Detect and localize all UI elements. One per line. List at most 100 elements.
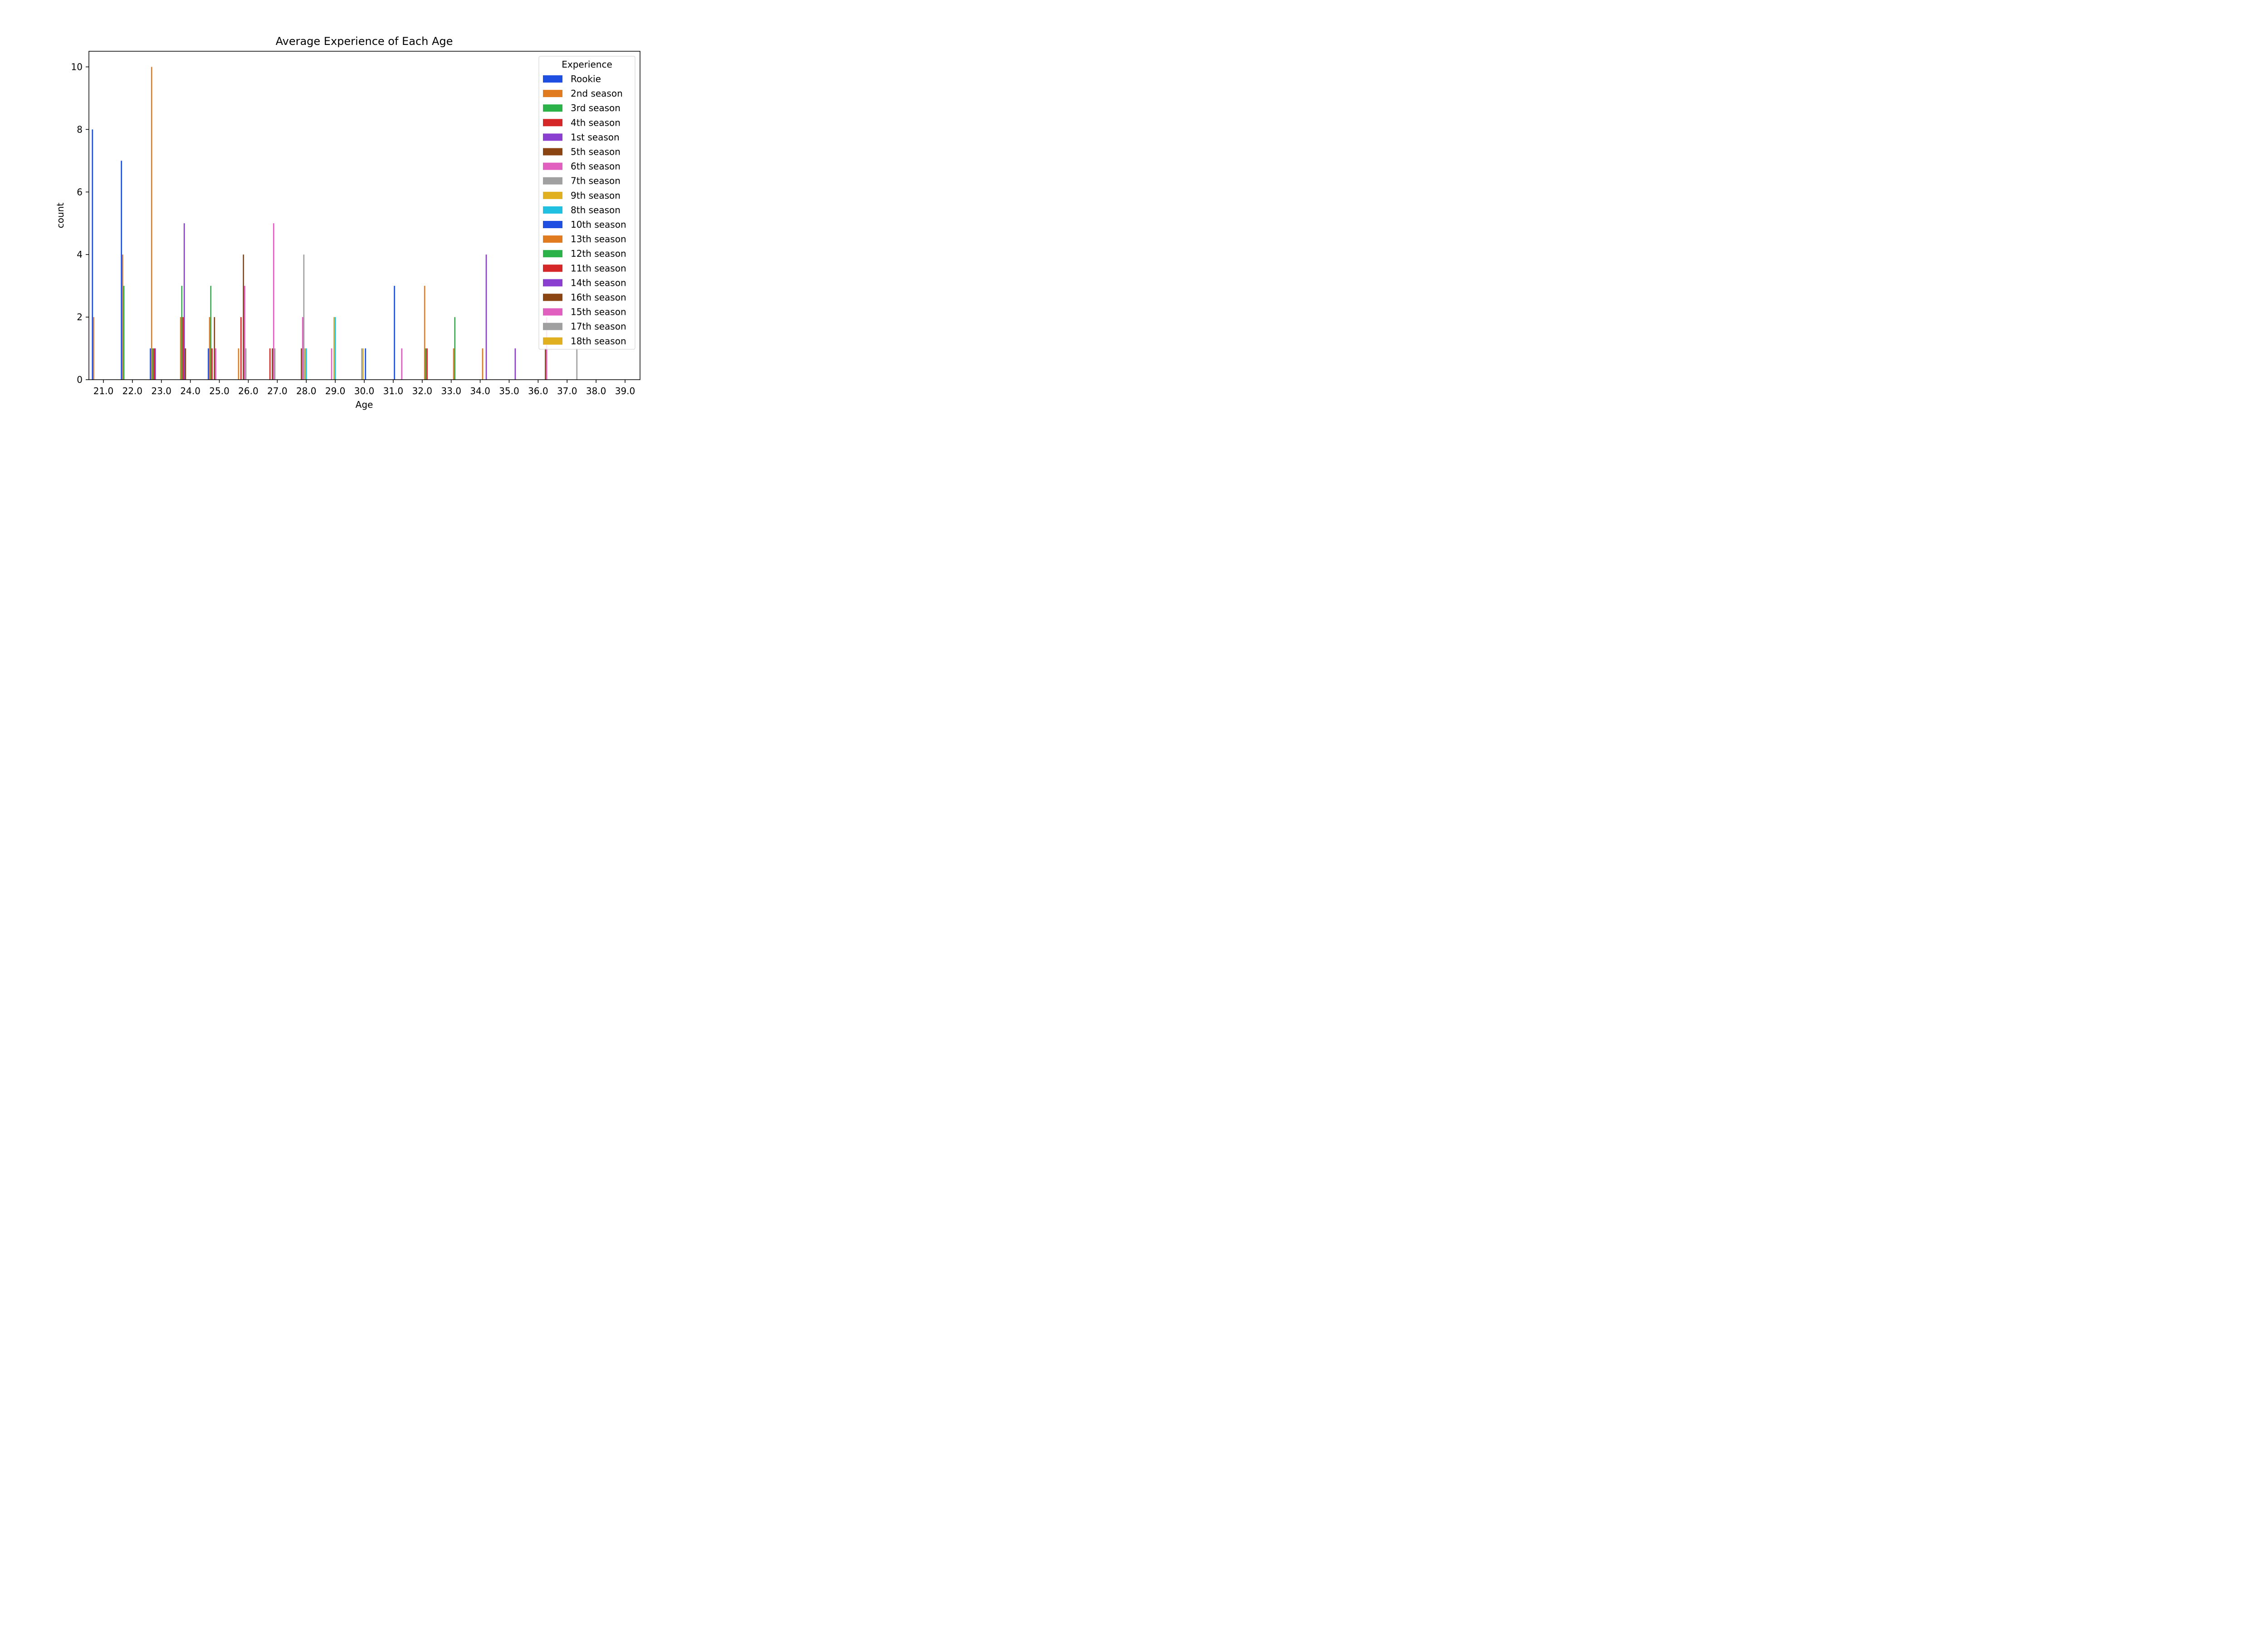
- bar: [245, 348, 247, 380]
- x-axis-label: Age: [356, 399, 373, 410]
- x-tick-label: 31.0: [383, 386, 404, 396]
- x-tick-label: 23.0: [152, 386, 172, 396]
- bar: [211, 348, 213, 380]
- legend-label: 14th season: [571, 277, 626, 288]
- y-axis-label: count: [55, 203, 66, 229]
- bar: [150, 348, 151, 380]
- bar: [244, 286, 245, 380]
- bar: [93, 317, 94, 380]
- bar: [334, 317, 336, 380]
- y-tick-label: 10: [71, 61, 83, 72]
- bar: [214, 317, 215, 380]
- bar: [453, 348, 455, 380]
- bar: [401, 348, 403, 380]
- bar: [305, 348, 307, 380]
- legend-title: Experience: [562, 59, 612, 70]
- legend: Experience Rookie 2nd season 3rd season 4th…: [538, 56, 635, 350]
- legend-swatch: [543, 206, 562, 214]
- legend-swatch: [543, 90, 562, 98]
- legend-swatch: [543, 293, 562, 301]
- bar: [424, 286, 425, 380]
- y-tick-label: 2: [77, 312, 83, 323]
- bar: [122, 254, 123, 380]
- legend-label: 2nd season: [571, 88, 623, 99]
- x-tick-label: 39.0: [615, 386, 635, 396]
- bar: [182, 317, 184, 380]
- bar: [121, 161, 122, 380]
- bar: [482, 348, 484, 380]
- legend-swatch: [543, 308, 562, 316]
- bar: [454, 317, 456, 380]
- bar: [302, 317, 303, 380]
- bar: [181, 286, 183, 380]
- x-tick-label: 26.0: [238, 386, 259, 396]
- bar: [154, 348, 156, 380]
- x-tick-label: 28.0: [296, 386, 317, 396]
- y-tick-label: 8: [77, 124, 83, 135]
- legend-swatch: [543, 250, 562, 258]
- x-tick-label: 24.0: [180, 386, 200, 396]
- x-tick-label: 36.0: [528, 386, 548, 396]
- bar: [238, 348, 240, 380]
- legend-label: 1st season: [571, 132, 620, 142]
- legend-swatch: [543, 148, 562, 156]
- x-tick-label: 29.0: [325, 386, 346, 396]
- bar: [269, 348, 271, 380]
- x-axis: 21.0 22.0 23.0 24.0 25.0 26.0 27.0 28.0 29.0 30.0…: [93, 380, 635, 396]
- y-tick-label: 4: [77, 249, 83, 260]
- bar: [301, 348, 302, 380]
- legend-box: [538, 56, 635, 350]
- bar: [426, 348, 428, 380]
- x-tick-label: 30.0: [354, 386, 375, 396]
- legend-label: 7th season: [571, 176, 621, 186]
- bar: [331, 348, 332, 380]
- bar: [92, 129, 93, 380]
- bar: [303, 254, 305, 380]
- y-tick-label: 6: [77, 186, 83, 197]
- bar: [333, 317, 335, 380]
- legend-label: 11th season: [571, 263, 626, 274]
- x-tick-label: 27.0: [267, 386, 288, 396]
- legend-swatch: [543, 337, 562, 345]
- bar: [153, 348, 155, 380]
- x-tick-label: 35.0: [499, 386, 519, 396]
- legend-label: 15th season: [571, 307, 626, 318]
- bar: [183, 223, 185, 380]
- legend-swatch: [543, 119, 562, 127]
- bar: [545, 348, 546, 380]
- bar: [274, 348, 276, 380]
- legend-label: 13th season: [571, 234, 626, 244]
- bar: [365, 348, 367, 380]
- bar: [215, 348, 216, 380]
- legend-label: 4th season: [571, 117, 621, 128]
- bar: [210, 286, 212, 380]
- bar: [362, 348, 364, 380]
- legend-label: 3rd season: [571, 103, 621, 113]
- legend-swatch: [543, 235, 562, 243]
- legend-swatch: [543, 162, 562, 170]
- bar: [151, 67, 152, 380]
- legend-swatch: [543, 133, 562, 141]
- bar: [394, 286, 395, 380]
- bar: [514, 348, 516, 380]
- bar: [304, 348, 306, 380]
- legend-label: 5th season: [571, 147, 621, 157]
- bars-layer: [92, 67, 578, 380]
- bar: [273, 223, 274, 380]
- bar: [485, 254, 487, 380]
- legend-swatch: [543, 279, 562, 287]
- y-tick-label: 0: [77, 374, 83, 385]
- x-tick-label: 37.0: [557, 386, 577, 396]
- bar: [272, 348, 273, 380]
- bar: [152, 348, 154, 380]
- legend-label: 9th season: [571, 190, 621, 201]
- bar: [209, 317, 210, 380]
- legend-swatch: [543, 191, 562, 199]
- bar: [361, 348, 362, 380]
- chart: Average Experience of Each Age 0 2 4 6 8 10 2…: [0, 0, 701, 420]
- bar: [208, 348, 209, 380]
- bar: [243, 254, 244, 380]
- chart-title: Average Experience of Each Age: [276, 35, 453, 48]
- bar: [180, 317, 181, 380]
- bar: [425, 348, 427, 380]
